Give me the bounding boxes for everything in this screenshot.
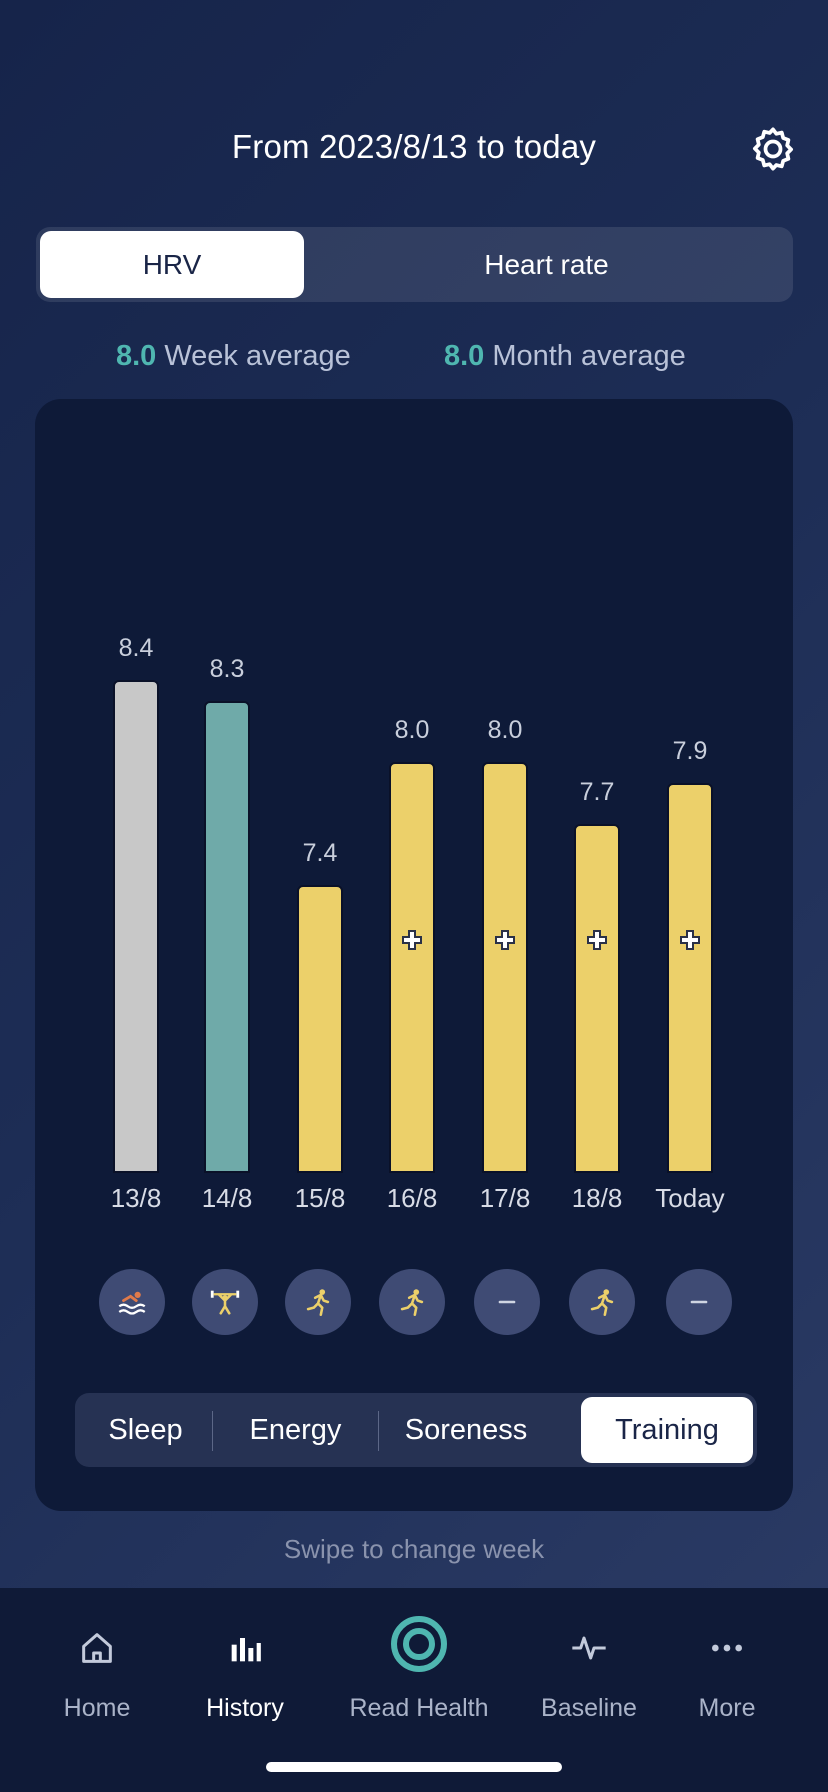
running-icon	[306, 1289, 330, 1317]
month-average: 8.0 Month average	[444, 340, 686, 373]
nav-history-label: History	[206, 1694, 284, 1722]
x-axis-label: 18/8	[571, 1183, 623, 1213]
nav-more-label: More	[698, 1694, 756, 1722]
nav-read-health-label: Read Health	[349, 1694, 489, 1722]
plus-icon	[495, 930, 515, 950]
hrv-bar-chart: 8.4 13/8 8.3 14/8 7.4 15/8 8.0 16/8 8.0 17/8 7.7 18…	[35, 399, 793, 1239]
rest-dash-icon	[498, 1300, 516, 1304]
tab-heart-rate[interactable]: Heart rate	[484, 248, 609, 280]
tab-hrv[interactable]: HRV	[40, 231, 304, 298]
nav-history[interactable]: History	[170, 1628, 320, 1738]
weightlifting-icon	[210, 1290, 240, 1315]
home-indicator	[266, 1762, 562, 1772]
home-icon	[82, 1633, 112, 1663]
bar-value-label: 8.0	[487, 716, 523, 745]
swipe-hint: Swipe to change week	[283, 1534, 545, 1564]
x-axis-label: 13/8	[110, 1183, 162, 1213]
page-title: From 2023/8/13 to today	[231, 128, 597, 165]
activity-button[interactable]	[474, 1269, 540, 1335]
tab-sleep[interactable]: Sleep	[108, 1413, 183, 1446]
bar-chart-icon	[231, 1638, 261, 1662]
chart-card: 8.4 13/8 8.3 14/8 7.4 15/8 8.0 16/8 8.0 17/8 7.7 18…	[35, 399, 793, 1511]
plus-icon	[680, 930, 700, 950]
nav-baseline[interactable]: Baseline	[514, 1628, 664, 1738]
bottom-tab-bar: Home History Read Health Baseline More	[0, 1588, 828, 1792]
month-average-value: 8.0	[444, 340, 485, 372]
activity-button[interactable]	[99, 1269, 165, 1335]
divider	[378, 1411, 379, 1451]
chart-bar[interactable]	[574, 823, 620, 1173]
averages-row: 8.0 Week average 8.0 Month average	[0, 340, 828, 380]
ring-icon	[391, 1616, 447, 1672]
chart-bar[interactable]	[204, 700, 250, 1173]
chart-bar[interactable]	[482, 762, 528, 1173]
nav-home[interactable]: Home	[22, 1628, 172, 1738]
x-axis-label: 16/8	[386, 1183, 438, 1213]
header: From 2023/8/13 to today	[0, 118, 828, 178]
chart-bar[interactable]	[667, 782, 713, 1173]
week-average-label: Week average	[164, 340, 351, 372]
x-axis-label: 17/8	[479, 1183, 531, 1213]
rest-dash-icon	[690, 1300, 708, 1304]
plus-icon	[402, 930, 422, 950]
filter-segmented-control: Sleep Energy Soreness Training	[75, 1393, 757, 1467]
activity-button[interactable]	[285, 1269, 351, 1335]
activity-button[interactable]	[192, 1269, 258, 1335]
activity-row	[35, 1269, 793, 1349]
activity-button[interactable]	[569, 1269, 635, 1335]
week-average-value: 8.0	[116, 340, 157, 372]
plus-icon	[587, 930, 607, 950]
month-average-label: Month average	[492, 340, 686, 372]
tab-soreness[interactable]: Soreness	[404, 1413, 528, 1446]
bar-value-label: 7.4	[302, 839, 338, 868]
chart-bar[interactable]	[297, 885, 343, 1173]
x-axis-label: 15/8	[294, 1183, 346, 1213]
x-axis-label: 14/8	[201, 1183, 253, 1213]
chart-bar[interactable]	[113, 680, 159, 1173]
activity-button[interactable]	[379, 1269, 445, 1335]
week-average: 8.0 Week average	[116, 340, 351, 373]
gear-icon[interactable]	[748, 124, 798, 174]
running-icon	[400, 1289, 424, 1317]
running-icon	[590, 1289, 614, 1317]
chart-bar[interactable]	[389, 762, 435, 1173]
activity-button[interactable]	[666, 1269, 732, 1335]
tab-energy[interactable]: Energy	[249, 1413, 342, 1446]
divider	[212, 1411, 213, 1451]
more-dots-icon	[712, 1644, 742, 1652]
pulse-icon	[572, 1636, 606, 1660]
bar-value-label: 8.3	[209, 654, 245, 683]
bar-value-label: 8.4	[118, 634, 154, 663]
bar-value-label: 7.7	[579, 777, 615, 806]
metric-segmented-control: HRV Heart rate	[36, 227, 793, 302]
nav-read-health[interactable]: Read Health	[344, 1616, 494, 1738]
nav-more[interactable]: More	[652, 1628, 802, 1738]
nav-home-label: Home	[63, 1694, 131, 1722]
tab-training[interactable]: Training	[581, 1397, 753, 1463]
bar-value-label: 7.9	[672, 736, 708, 765]
x-axis-label: Today	[655, 1183, 725, 1213]
bar-value-label: 8.0	[394, 716, 430, 745]
swimming-icon	[118, 1291, 146, 1315]
nav-baseline-label: Baseline	[541, 1694, 637, 1722]
